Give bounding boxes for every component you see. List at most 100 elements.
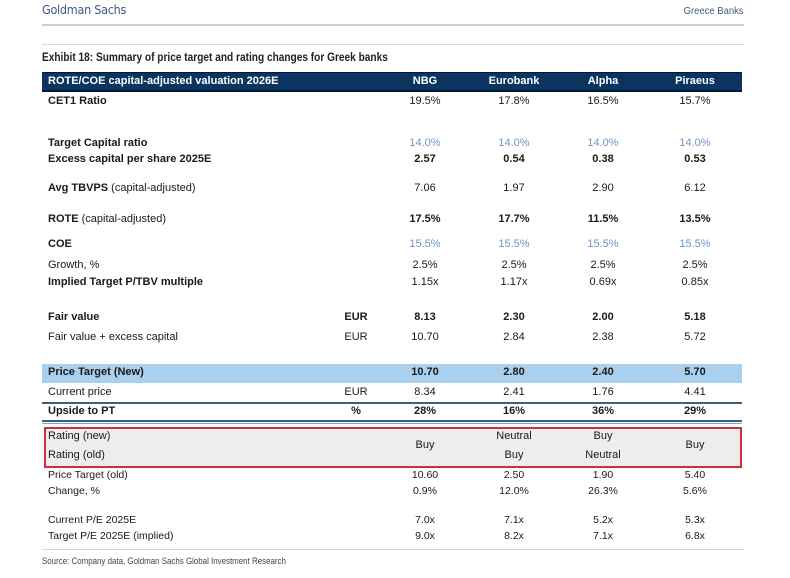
table-row: Current P/E 2025E 7.0x 7.1x 5.2x 5.3x bbox=[42, 513, 742, 529]
row-label: Price Target (New) bbox=[48, 366, 144, 378]
table-row: Excess capital per share 2025E 2.57 0.54 0.… bbox=[42, 152, 742, 168]
row-label: Fair value bbox=[48, 311, 100, 323]
cell-eurobank: 17.8% bbox=[498, 95, 530, 107]
row-label: Rating (old) bbox=[48, 449, 105, 461]
table-row-rating-merged: Buy Buy bbox=[42, 438, 742, 454]
row-label: Avg TBVPS (capital-adjusted) bbox=[48, 182, 196, 194]
cell-piraeus: 6.12 bbox=[684, 182, 706, 194]
row-label: Target Capital ratio bbox=[48, 137, 148, 149]
cell-alpha: 26.3% bbox=[588, 485, 618, 497]
rating-new-alpha: Buy bbox=[593, 430, 613, 442]
table-row: Price Target (New) 10.70 2.80 2.40 5.70 bbox=[42, 365, 742, 381]
cell-eurobank: 2.41 bbox=[503, 386, 525, 398]
cell-piraeus: 13.5% bbox=[679, 213, 711, 225]
cell-piraeus: 14.0% bbox=[679, 137, 711, 149]
table-row: Fair value EUR 8.13 2.30 2.00 5.18 bbox=[42, 310, 742, 326]
table-row: COE 15.5% 15.5% 15.5% 15.5% bbox=[42, 237, 742, 253]
section-divider bbox=[42, 44, 744, 45]
table-row: Avg TBVPS (capital-adjusted) 7.06 1.97 2.90… bbox=[42, 181, 742, 197]
row-unit: % bbox=[351, 405, 361, 417]
cell-nbg: 1.15x bbox=[411, 276, 439, 288]
cell-piraeus: 4.41 bbox=[684, 386, 706, 398]
cell-eurobank: 2.5% bbox=[501, 259, 527, 271]
cell-piraeus: 0.53 bbox=[684, 153, 706, 165]
price-target-highlight-bar bbox=[42, 364, 742, 383]
cell-alpha: 2.38 bbox=[592, 331, 614, 343]
table-row: Upside to PT% 28% 16% 36% 29% bbox=[42, 404, 742, 420]
table-row: CET1 Ratio 19.5% 17.8% 16.5% 15.7% bbox=[42, 94, 742, 110]
table-header: ROTE/COE capital-adjusted valuation 2026… bbox=[42, 72, 742, 92]
table-row: Target Capital ratio 14.0% 14.0% 14.0% 14.0% bbox=[42, 136, 742, 152]
cell-alpha: 11.5% bbox=[587, 213, 619, 225]
row-label: Change, % bbox=[48, 485, 100, 497]
cell-piraeus: 5.3x bbox=[685, 514, 705, 526]
rating-highlight-box bbox=[44, 427, 742, 468]
row-label: Current price bbox=[48, 386, 112, 398]
cell-alpha: 2.5% bbox=[590, 259, 616, 271]
cell-nbg: 7.06 bbox=[414, 182, 436, 194]
table-row: Implied Target P/TBV multiple 1.15x 1.17x 0… bbox=[42, 275, 742, 291]
row-label: Target P/E 2025E (implied) bbox=[48, 530, 174, 542]
cell-nbg: 8.34 bbox=[414, 386, 436, 398]
cell-alpha: 0.38 bbox=[592, 153, 614, 165]
row-label: Growth, % bbox=[48, 259, 100, 271]
cell-piraeus: 5.18 bbox=[684, 311, 706, 323]
cell-alpha: 0.69x bbox=[589, 276, 617, 288]
cell-eurobank: 7.1x bbox=[504, 514, 524, 526]
cell-alpha: 15.5% bbox=[587, 238, 619, 250]
upside-bottom-rule-secondary bbox=[42, 423, 742, 424]
cell-nbg: 15.5% bbox=[409, 238, 441, 250]
cell-nbg: 10.60 bbox=[411, 469, 439, 481]
cell-piraeus: 5.40 bbox=[684, 469, 706, 481]
exhibit-title: Exhibit 18: Summary of price target and … bbox=[42, 52, 388, 64]
column-header-piraeus: Piraeus bbox=[675, 75, 715, 87]
cell-alpha: 14.0% bbox=[587, 137, 619, 149]
row-label: Implied Target P/TBV multiple bbox=[48, 276, 204, 288]
table-row: Change, % 0.9% 12.0% 26.3% 5.6% bbox=[42, 484, 742, 500]
cell-eurobank: 1.97 bbox=[503, 182, 525, 194]
cell-piraeus: 5.6% bbox=[683, 485, 707, 497]
cell-nbg: 10.70 bbox=[411, 331, 439, 343]
row-label: Price Target (old) bbox=[48, 469, 128, 481]
row-label: Fair value + excess capital bbox=[48, 331, 178, 343]
table-row: Growth, % 2.5% 2.5% 2.5% 2.5% bbox=[42, 258, 742, 274]
cell-nbg: 17.5% bbox=[409, 213, 441, 225]
table-row: ROTE (capital-adjusted) 17.5% 17.7% 11.5% 13… bbox=[42, 212, 742, 228]
cell-nbg: 28% bbox=[413, 405, 437, 417]
rating-old-alpha: Neutral bbox=[585, 449, 621, 461]
cell-alpha: 7.1x bbox=[593, 530, 613, 542]
column-header-alpha: Alpha bbox=[587, 75, 619, 87]
cell-nbg: 14.0% bbox=[409, 137, 441, 149]
table-row: Target P/E 2025E (implied) 9.0x 8.2x 7.1x 6.… bbox=[42, 529, 742, 545]
cell-alpha: 16.5% bbox=[587, 95, 619, 107]
row-label: Upside to PT bbox=[48, 405, 116, 417]
row-label: ROTE (capital-adjusted) bbox=[48, 213, 166, 225]
brand-logo-text: Goldman Sachs bbox=[42, 2, 127, 17]
table-row: Price Target (old) 10.60 2.50 1.90 5.40 bbox=[42, 468, 742, 484]
cell-piraeus: 5.72 bbox=[684, 331, 706, 343]
cell-eurobank: 0.54 bbox=[503, 153, 525, 165]
cell-nbg: 2.5% bbox=[412, 259, 438, 271]
cell-alpha: 5.2x bbox=[593, 514, 613, 526]
cell-piraeus: 0.85x bbox=[681, 276, 709, 288]
row-label: COE bbox=[48, 238, 72, 250]
cell-eurobank: 17.7% bbox=[498, 213, 530, 225]
header-rule bbox=[42, 24, 744, 26]
cell-piraeus: 2.5% bbox=[682, 259, 708, 271]
upside-bottom-rule bbox=[42, 420, 742, 422]
cell-eurobank: 2.80 bbox=[503, 366, 525, 378]
rating-new-eurobank: Neutral bbox=[496, 430, 532, 442]
cell-eurobank: 15.5% bbox=[498, 238, 530, 250]
cell-nbg: 9.0x bbox=[415, 530, 435, 542]
cell-piraeus: 29% bbox=[683, 405, 707, 417]
source-note: Source: Company data, Goldman Sachs Glob… bbox=[42, 556, 286, 566]
column-header-eurobank: Eurobank bbox=[488, 75, 540, 87]
row-unit: EUR bbox=[344, 386, 368, 398]
cell-nbg: 19.5% bbox=[409, 95, 441, 107]
cell-alpha: 2.90 bbox=[592, 182, 614, 194]
cell-nbg: 8.13 bbox=[414, 311, 436, 323]
row-unit: EUR bbox=[344, 311, 368, 323]
rating-nbg: Buy bbox=[415, 439, 435, 451]
row-label: Current P/E 2025E bbox=[48, 514, 137, 526]
section-title: Greece Banks bbox=[684, 5, 744, 17]
